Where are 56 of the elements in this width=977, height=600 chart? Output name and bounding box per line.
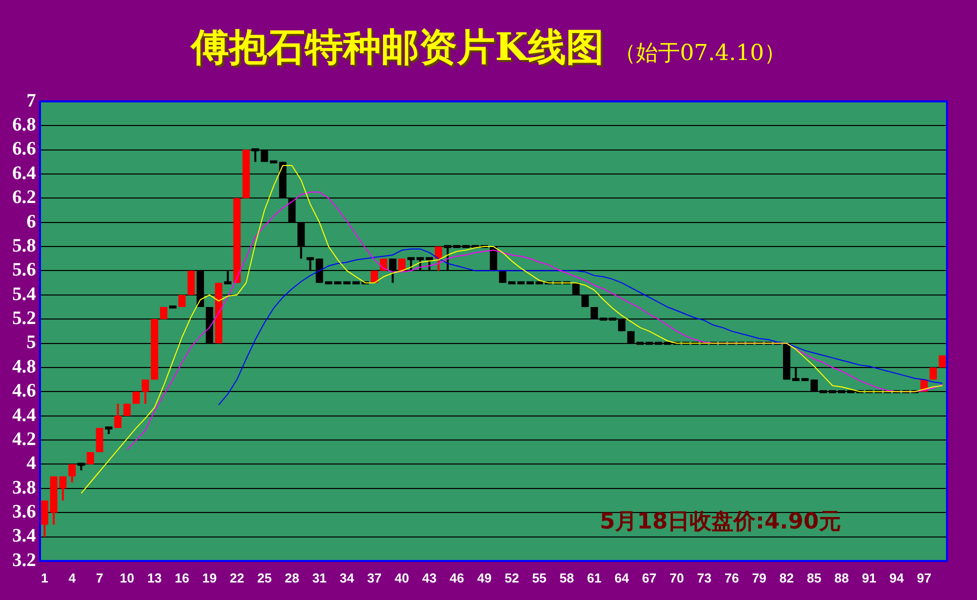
x-tick-label: 37: [367, 570, 382, 586]
x-tick-label: 28: [284, 570, 300, 586]
x-tick-label: 88: [834, 570, 849, 586]
x-tick-label: 70: [670, 570, 684, 586]
y-tick-label: 5.6: [12, 260, 36, 281]
x-tick-label: 7: [96, 570, 104, 586]
x-tick-label: 19: [202, 570, 217, 586]
x-tick-label: 61: [587, 570, 602, 586]
x-tick-label: 43: [422, 570, 437, 586]
x-tick-label: 13: [147, 570, 162, 586]
y-tick-label: 6: [26, 211, 36, 232]
y-tick-label: 4.2: [12, 428, 36, 450]
x-tick-label: 82: [779, 570, 794, 586]
y-tick-label: 3.6: [12, 502, 36, 523]
y-tick-label: 6.6: [12, 138, 36, 160]
x-tick-label: 85: [806, 570, 822, 586]
y-tick-label: 5.8: [12, 235, 36, 256]
y-tick-label: 5.4: [12, 284, 36, 305]
x-tick-label: 16: [174, 570, 190, 586]
x-tick-label: 25: [257, 570, 272, 586]
x-tick-label: 55: [532, 570, 547, 586]
x-tick-label: 73: [696, 570, 712, 586]
x-tick-label: 67: [642, 570, 656, 586]
y-tick-label: 4.4: [12, 404, 36, 426]
x-tick-label: 22: [230, 570, 244, 586]
x-tick-label: 40: [394, 570, 410, 586]
y-tick-label: 6.4: [12, 162, 36, 184]
x-tick-label: 1: [40, 570, 48, 586]
chart-title: 傅抱石特种邮资片K线图: [190, 24, 604, 69]
y-tick-label: 4.6: [12, 380, 36, 402]
x-tick-label: 76: [724, 570, 739, 586]
y-tick-label: 6.8: [12, 114, 36, 136]
x-tick-label: 52: [504, 570, 520, 586]
x-tick-label: 91: [862, 570, 876, 586]
y-tick-label: 7: [26, 90, 36, 112]
x-tick-label: 58: [560, 570, 574, 586]
chart-subtitle: （始于07.4.10）: [614, 41, 786, 66]
x-tick-label: 46: [450, 570, 464, 586]
x-tick-label: 10: [120, 570, 134, 586]
x-tick-label: 94: [889, 570, 905, 586]
y-tick-label: 5: [26, 332, 36, 354]
y-tick-label: 3.8: [12, 477, 36, 498]
annotation: 5月18日收盘价:4.90元: [600, 510, 841, 535]
x-tick-label: 34: [340, 570, 355, 586]
x-tick-label: 64: [614, 570, 630, 586]
y-tick-label: 4.8: [12, 356, 36, 378]
x-tick-label: 79: [752, 570, 766, 586]
x-tick-label: 49: [477, 570, 492, 586]
y-tick-label: 4: [26, 453, 36, 474]
y-tick-label: 3.2: [12, 550, 36, 571]
y-tick-label: 6.2: [12, 187, 36, 208]
x-tick-label: 31: [312, 570, 327, 586]
x-tick-label: 4: [68, 570, 76, 586]
y-tick-label: 5.2: [12, 308, 36, 330]
y-tick-label: 3.4: [12, 526, 36, 547]
x-tick-label: 97: [916, 570, 932, 586]
